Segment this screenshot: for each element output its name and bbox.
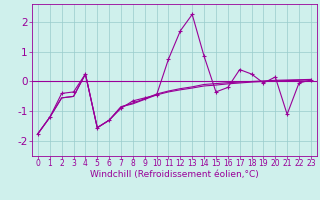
X-axis label: Windchill (Refroidissement éolien,°C): Windchill (Refroidissement éolien,°C) (90, 170, 259, 179)
